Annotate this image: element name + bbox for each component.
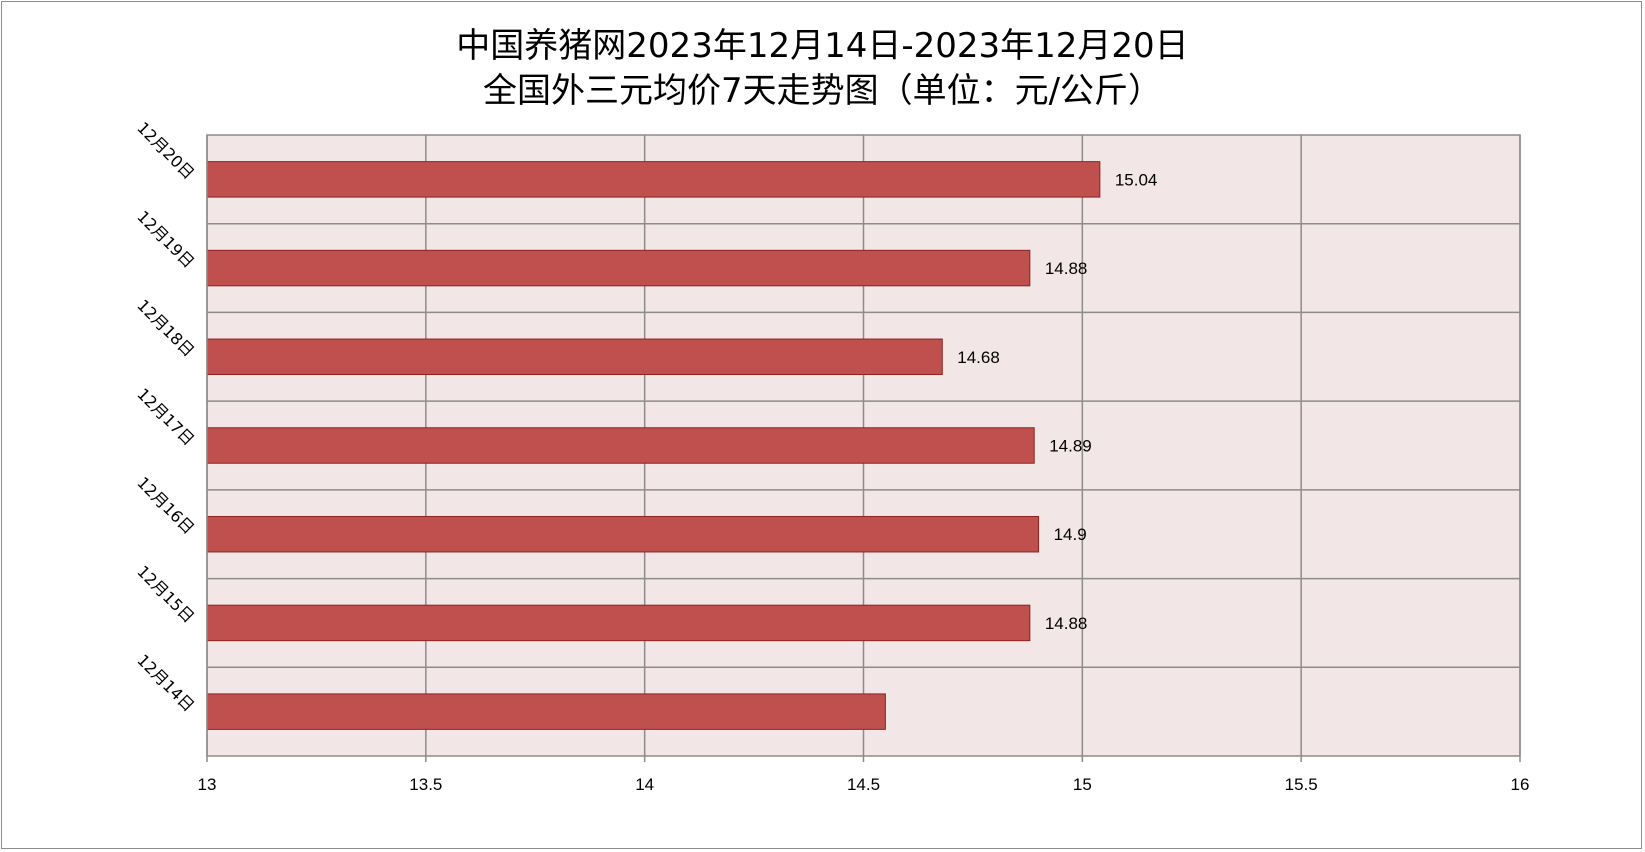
data-label: 14.88 [1045, 259, 1088, 278]
y-tick-label: 12月20日 [133, 118, 198, 183]
plot-border [206, 134, 1521, 757]
data-label: 14.88 [1045, 614, 1088, 633]
y-tick-label: 12月17日 [133, 384, 198, 449]
x-tick-label: 16 [1511, 775, 1530, 794]
x-tick-label: 14 [635, 775, 654, 794]
data-label: 14.89 [1049, 437, 1092, 456]
bar [206, 604, 1031, 642]
bar [206, 515, 1040, 553]
chart-title-line2: 全国外三元均价7天走势图（单位：元/公斤） [482, 71, 1163, 111]
bar [206, 693, 886, 730]
bar [206, 427, 1035, 464]
chart-title-line1: 中国养猪网2023年12月14日-2023年12月20日 [456, 26, 1189, 66]
bar [206, 249, 1031, 287]
y-tick-labels: 12月14日 12月15日 12月16日 12月17日 12月18日 12月19日 12月2… [133, 118, 198, 715]
y-tick-label: 12月19日 [133, 207, 198, 272]
x-tick-label: 13 [198, 775, 217, 794]
x-tick-label: 13.5 [409, 775, 442, 794]
data-labels: 14.88 14.9 14.89 14.68 14.88 15.04 [957, 170, 1157, 633]
y-tick-label: 12月14日 [133, 651, 198, 716]
x-tick-label: 15 [1073, 775, 1092, 794]
chart-title: 中国养猪网2023年12月14日-2023年12月20日 全国外三元均价7天走势… [0, 24, 1645, 114]
y-tick-label: 12月15日 [133, 562, 198, 627]
data-label: 14.9 [1054, 525, 1087, 544]
data-label: 14.68 [957, 348, 1000, 367]
y-tick-label: 12月16日 [133, 473, 198, 538]
x-tick-label: 14.5 [847, 775, 880, 794]
x-tick-label: 15.5 [1285, 775, 1318, 794]
bars [206, 161, 1101, 730]
bar [206, 161, 1101, 198]
y-tick-label: 12月18日 [133, 296, 198, 361]
data-label: 15.04 [1115, 170, 1158, 189]
x-tick-labels: 13 13.5 14 14.5 15 15.5 16 [198, 775, 1530, 794]
bar [206, 338, 943, 376]
